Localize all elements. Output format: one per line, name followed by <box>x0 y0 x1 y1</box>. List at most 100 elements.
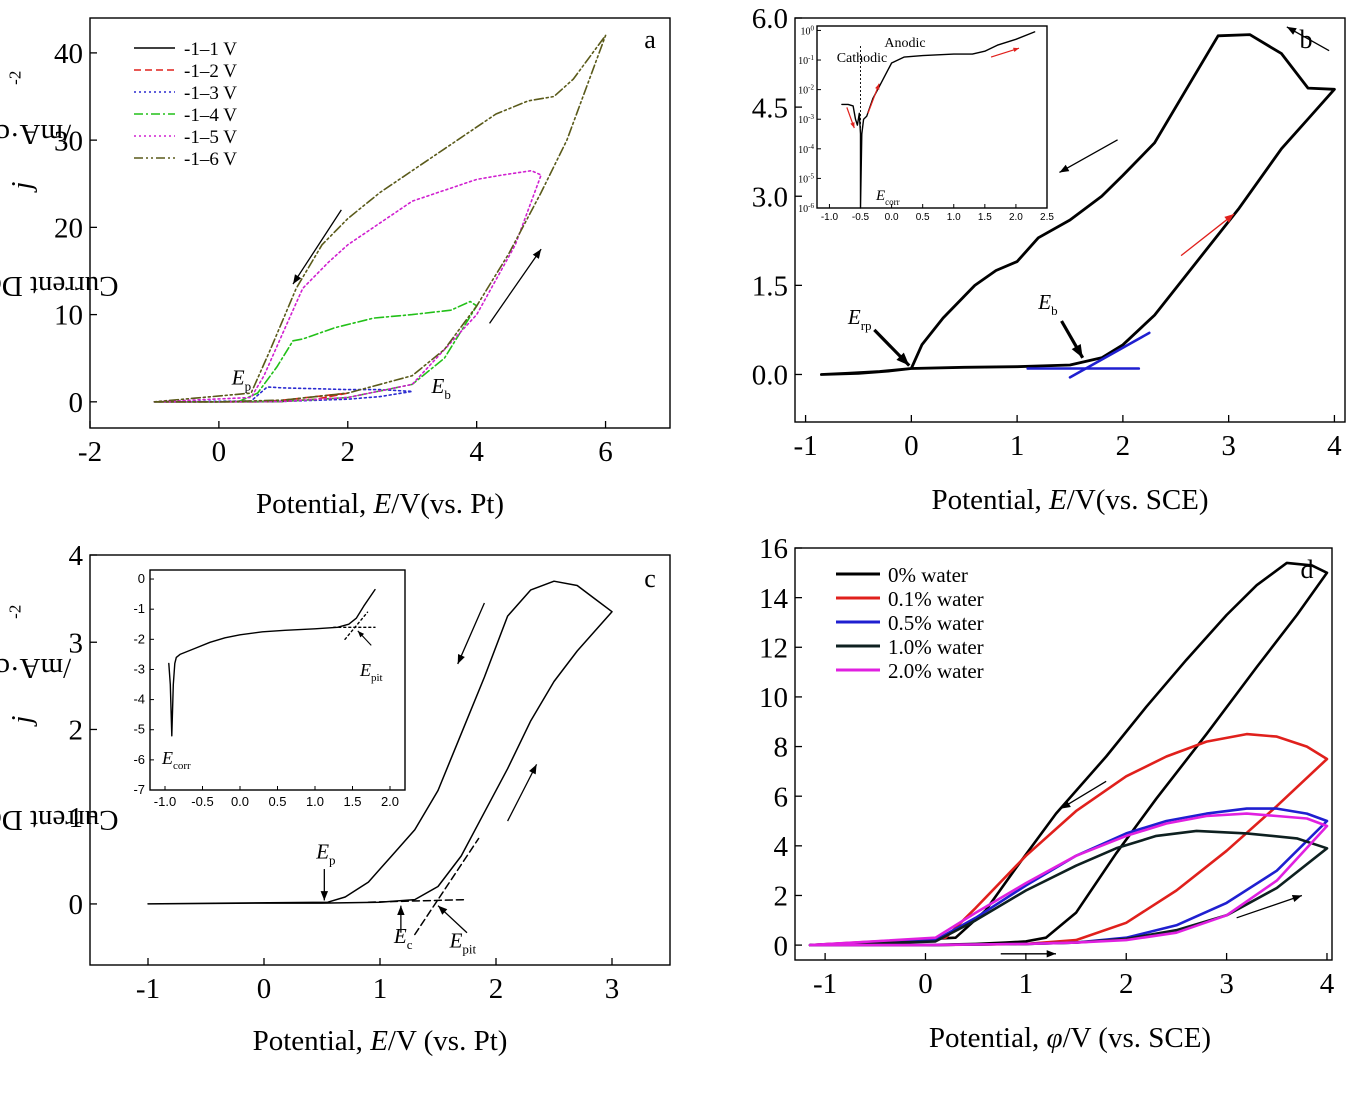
panel-a-letter: a <box>644 25 656 54</box>
panel-b-annotation-0-sub: rp <box>861 318 872 333</box>
panel-b-inset-y-label-4: 10-4 <box>798 143 814 156</box>
panel-c-x-label-2: 1 <box>373 973 388 1005</box>
panel-a-annotation-1: Eb <box>431 374 451 402</box>
panel-b-inset-y-label-0: 100 <box>801 24 815 37</box>
panel-c-inset-epit-label-sub: pit <box>371 672 383 684</box>
panel-d-x-label-5: 4 <box>1320 968 1335 1000</box>
panel-b-inset-y-label-4-exp: -4 <box>808 143 814 151</box>
panel-a-y-label-0: 0 <box>69 387 84 419</box>
panel-d-x-label-4: 3 <box>1219 968 1234 1000</box>
panel-b-annotation-1-sub: b <box>1051 303 1058 318</box>
panel-a-series-4 <box>154 171 541 402</box>
panel-d-y-label-0: 0 <box>774 930 789 962</box>
panel-c-series-1 <box>368 900 467 903</box>
panel-b-inset-y-label-3-base: 10 <box>798 115 808 126</box>
panel-b-x-axis-title: Potential, E/V(vs. SCE) <box>795 484 1345 517</box>
panel-c-series-2 <box>415 839 479 935</box>
panel-c-annotation-1-sub: c <box>407 937 413 952</box>
panel-b-inset-x-label-6: 2.0 <box>1009 212 1023 223</box>
panel-c-inset-epit-label-main: E <box>359 660 371 680</box>
panel-b-inset-y-label-2-base: 10 <box>798 86 808 97</box>
panel-a-annotation-1-sub: b <box>444 387 451 402</box>
panel-b-x-label-3: 2 <box>1116 430 1131 462</box>
panel-a-annotation-0-sub: p <box>245 378 252 393</box>
panel-a-legend-label-0: -1–1 V <box>184 39 237 60</box>
panel-d-x-axis-title: Potential, φ/V (vs. SCE) <box>795 1022 1345 1055</box>
panel-b-arrow-4-head <box>1287 27 1297 35</box>
panel-a-legend-label-3: -1–4 V <box>184 105 237 126</box>
panel-c-annotation-0: Ep <box>315 840 335 868</box>
panel-b-inset-y-label-1-base: 10 <box>798 56 808 67</box>
panel-b-inset-y-label-6-exp: -6 <box>808 202 814 210</box>
panel-c-arrow-0-head <box>321 891 328 900</box>
panel-d-legend-label-1: 0.1% water <box>888 587 984 611</box>
panel-b-inset-y-label-5-exp: -5 <box>808 172 814 180</box>
panel-d-x-label-3: 2 <box>1119 968 1134 1000</box>
panel-d-arrow-1-head <box>1047 950 1056 957</box>
panel-b-inset-x-label-1: -0.5 <box>852 212 870 223</box>
panel-c-inset-y-label-5: -5 <box>133 722 145 737</box>
panel-b-x-label-5: 4 <box>1327 430 1342 462</box>
panel-b-arrow-3 <box>1059 140 1117 173</box>
panel-d-x-label-2: 1 <box>1019 968 1034 1000</box>
panel-b-y-label-2: 3.0 <box>752 181 788 213</box>
panel-d-legend-label-2: 0.5% water <box>888 611 984 635</box>
panel-b-inset-x-label-2: 0.0 <box>885 212 899 223</box>
panel-c-inset-ecorr-label-sub: corr <box>173 760 191 772</box>
panel-b-x-label-0: -1 <box>793 430 817 462</box>
panel-c-x-label-0: -1 <box>136 973 160 1005</box>
panel-c-inset-y-label-7: -7 <box>133 782 145 797</box>
panel-b-arrow-1 <box>1062 321 1083 358</box>
panel-a-legend: -1–1 V-1–2 V-1–3 V-1–4 V-1–5 V-1–6 V <box>134 39 237 170</box>
panel-c-inset-y-label-4: -4 <box>133 692 145 707</box>
panel-d-y-label-4: 8 <box>774 732 789 764</box>
panel-d-y-label-3: 6 <box>774 781 789 813</box>
panel-c-annotation-1: Ec <box>393 924 413 952</box>
panel-a-y-label-4: 40 <box>54 38 83 70</box>
panel-d-y-label-2: 4 <box>774 831 789 863</box>
panel-b-inset-x-label-3: 0.5 <box>916 212 930 223</box>
panel-c-inset-x-label-1: -0.5 <box>191 794 213 809</box>
panel-b-arrow-1-head <box>1072 344 1083 358</box>
panel-d-x-label-0: -1 <box>813 968 837 1000</box>
panel-a-legend-label-1: -1–2 V <box>184 61 237 82</box>
panel-c-inset-x-label-3: 0.5 <box>268 794 286 809</box>
panel-c-arrow-3-shaft <box>458 603 485 664</box>
panel-b-inset-y-label-6: 10-6 <box>798 202 814 215</box>
panel-c-letter: c <box>644 564 656 593</box>
panel-d-x-label-1: 0 <box>918 968 933 1000</box>
panel-b-annotation-1: Eb <box>1037 290 1057 318</box>
panel-a-series-3 <box>154 302 476 402</box>
panel-a-x-label-1: 0 <box>212 436 227 468</box>
panel-c-x-label-4: 3 <box>605 973 620 1005</box>
panel-a-y-axis-title: Current Density, j/mA·cm-2 <box>0 26 44 426</box>
panel-a-arrow-1-head <box>533 249 541 259</box>
panel-d-y-label-8: 16 <box>759 533 788 565</box>
panel-b-inset-y-label-4-base: 10 <box>798 145 808 156</box>
panel-c-inset-x-label-2: 0.0 <box>231 794 249 809</box>
panel-a-annotation-0-main: E <box>231 365 245 389</box>
panel-b-inset-y-label-2: 10-2 <box>798 84 814 97</box>
panel-c-inset-x-label-5: 1.5 <box>343 794 361 809</box>
panel-b-y-label-1: 1.5 <box>752 271 788 303</box>
panel-c-arrow-4-head <box>529 764 537 774</box>
panel-c-annotation-2-sub: pit <box>462 942 476 957</box>
panel-c-inset-y-label-1: -1 <box>133 601 145 616</box>
panel-c-inset-x-label-4: 1.0 <box>306 794 324 809</box>
panel-b-arrow-3-shaft <box>1059 140 1117 173</box>
panel-a-y-label-1: 10 <box>54 300 83 332</box>
panel-b-inset-y-label-5-base: 10 <box>798 174 808 185</box>
panel-b-x-label-2: 1 <box>1010 430 1025 462</box>
panel-c-inset-bg <box>150 570 405 790</box>
panel-c-annotation-2-main: E <box>449 929 463 953</box>
panel-b-inset-y-label-1: 10-1 <box>798 54 814 67</box>
panel-b-inset-ecorr-label-sub: corr <box>885 197 900 207</box>
panel-c-arrow-3 <box>458 603 485 664</box>
panel-b-inset-y-label-1-exp: -1 <box>808 54 814 62</box>
panel-b-y-label-3: 4.5 <box>752 92 788 124</box>
panel-a-annotation-0: Ep <box>231 365 251 393</box>
